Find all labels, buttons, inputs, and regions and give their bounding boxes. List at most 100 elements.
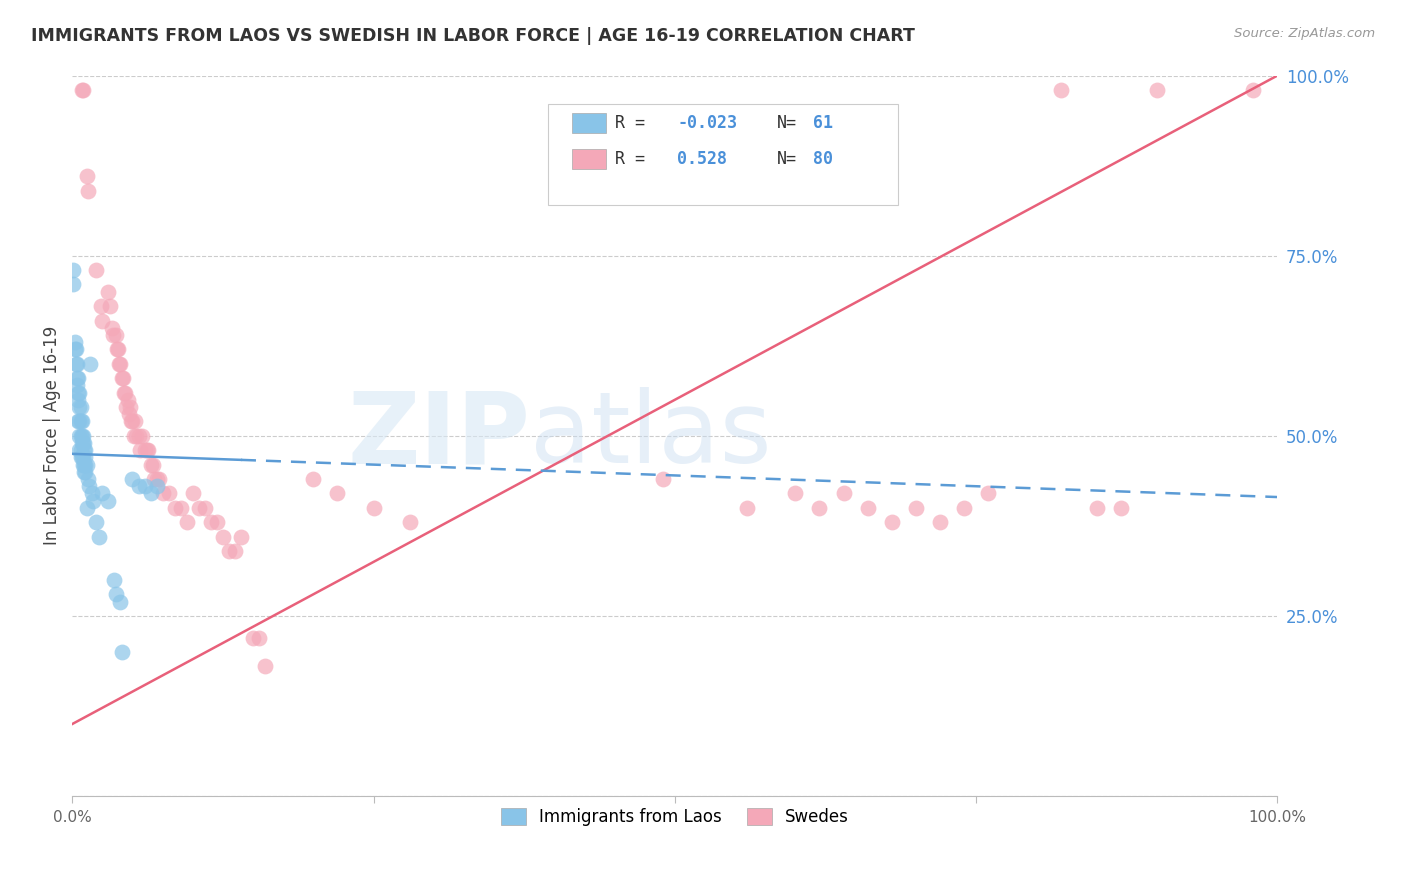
Point [128,443,150,458]
Point [67,385,90,400]
Point [103,327,125,342]
Point [114,385,136,400]
Point [73,465,96,479]
Point [121,414,143,428]
Point [111,371,134,385]
Point [136,443,159,458]
Point [66,371,89,385]
Point [73,436,96,450]
Point [110,357,132,371]
Point [302,472,325,486]
Point [148,472,170,486]
Point [651,472,673,486]
Point [157,486,180,500]
Point [63,343,86,357]
Point [67,371,90,385]
Point [136,443,159,458]
Text: 61: 61 [814,114,834,132]
Point [122,429,145,443]
Point [152,486,174,500]
Point [1085,500,1108,515]
Point [163,500,186,515]
Point [70,450,93,465]
Point [86,516,108,530]
Point [194,500,217,515]
Point [929,516,952,530]
Point [398,516,420,530]
Point [117,392,139,407]
Point [77,479,100,493]
Point [80,486,103,500]
FancyBboxPatch shape [572,149,606,169]
Point [108,357,131,371]
Text: ZIP: ZIP [347,387,530,484]
Point [229,530,252,544]
Point [73,443,96,458]
Point [120,414,142,428]
Point [69,385,91,400]
Text: R =: R = [614,114,644,132]
Text: R =: R = [614,150,644,168]
Point [72,436,94,450]
Point [91,313,114,327]
Point [105,343,128,357]
Text: IMMIGRANTS FROM LAOS VS SWEDISH IN LABOR FORCE | AGE 16-19 CORRELATION CHART: IMMIGRANTS FROM LAOS VS SWEDISH IN LABOR… [31,27,915,45]
Point [115,400,138,414]
Point [65,357,87,371]
Point [69,429,91,443]
Text: 80: 80 [814,150,834,168]
Point [107,343,129,357]
Point [70,83,93,97]
Point [79,357,101,371]
Point [118,407,141,421]
Point [218,544,240,558]
Point [66,357,89,371]
Text: N=: N= [778,114,797,132]
Legend: Immigrants from Laos, Swedes: Immigrants from Laos, Swedes [492,800,858,835]
Point [139,486,162,500]
Point [72,83,94,97]
Point [247,631,270,645]
Point [143,472,166,486]
Point [134,479,156,493]
Point [124,414,146,428]
Point [104,327,127,342]
Point [69,414,91,428]
Point [112,385,135,400]
Point [73,458,96,472]
Point [98,299,121,313]
Point [72,429,94,443]
Point [97,285,120,299]
Point [170,500,193,515]
Point [880,516,903,530]
Point [128,479,150,493]
Point [70,414,93,428]
Point [101,320,124,334]
Text: 0.528: 0.528 [678,150,727,168]
Point [91,486,114,500]
Point [181,486,204,500]
Point [1241,83,1264,97]
Text: N=: N= [778,150,797,168]
Point [856,500,879,515]
Point [176,516,198,530]
Point [1049,83,1071,97]
Point [205,516,228,530]
Point [66,378,89,392]
Point [104,587,127,601]
Point [67,414,90,428]
Point [72,458,94,472]
Point [69,443,91,458]
Point [75,450,97,465]
Point [76,169,98,184]
Point [75,443,97,458]
Point [77,184,100,198]
Point [69,400,91,414]
Point [121,472,143,486]
Point [363,500,385,515]
Point [131,429,153,443]
Point [76,458,98,472]
Point [111,371,134,385]
Point [735,500,758,515]
Point [70,436,93,450]
